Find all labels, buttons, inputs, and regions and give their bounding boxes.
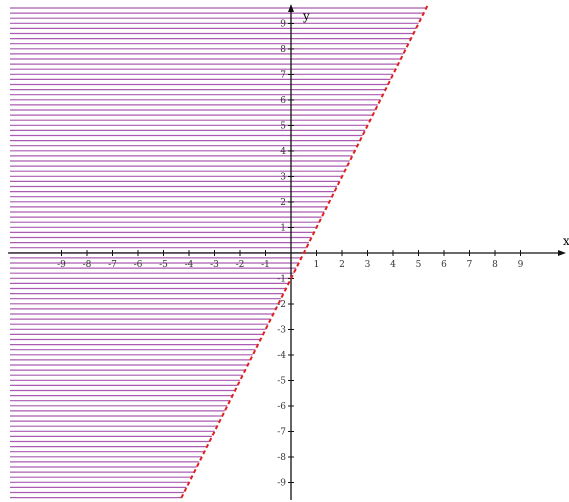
y-tick-label: -4	[277, 351, 286, 361]
x-tick-label: 6	[441, 260, 447, 270]
x-tick-label: -6	[134, 260, 143, 270]
x-tick-label: -2	[236, 260, 245, 270]
y-tick-label: 1	[280, 224, 286, 234]
axes	[8, 4, 566, 500]
y-tick-label: 2	[280, 198, 286, 208]
y-tick-label: 6	[280, 96, 286, 106]
y-tick-label: -9	[277, 479, 286, 489]
x-tick-label: 5	[416, 260, 422, 270]
x-tick-label: -7	[108, 260, 117, 270]
y-tick-label: -5	[277, 377, 286, 387]
y-axis-arrow	[288, 4, 294, 12]
y-tick-label: 9	[280, 20, 286, 30]
y-tick-label: 8	[280, 45, 286, 55]
x-tick-label: 9	[518, 260, 524, 270]
x-tick-label: -8	[83, 260, 92, 270]
y-tick-label: -1	[277, 275, 286, 285]
tick-marks	[61, 23, 521, 483]
y-tick-label: -7	[277, 428, 286, 438]
y-tick-label: -3	[277, 326, 286, 336]
y-tick-label: -8	[277, 453, 286, 463]
y-tick-label: 3	[280, 173, 286, 183]
x-tick-label: -4	[185, 260, 194, 270]
x-tick-label: -3	[210, 260, 219, 270]
boundary-line	[179, 5, 429, 501]
x-tick-label: -1	[261, 260, 270, 270]
x-tick-label: 3	[365, 260, 371, 270]
y-axis-label: y	[302, 9, 310, 23]
y-tick-label: -2	[277, 300, 286, 310]
y-tick-label: 4	[280, 147, 286, 157]
x-tick-label: 1	[314, 260, 320, 270]
x-axis-label: x	[563, 234, 569, 248]
tick-labels: -9 -8 -7 -6 -5 -4 -3 -2 -1 1 2 3 4 5 6 7 8 9 -9 -8 -7 -6 -5 -4 -…	[57, 20, 524, 489]
x-tick-label: 8	[492, 260, 498, 270]
y-tick-label: 5	[280, 122, 286, 132]
y-tick-label: 7	[280, 71, 286, 81]
x-tick-label: 7	[467, 260, 473, 270]
x-axis-arrow	[558, 250, 566, 256]
x-tick-label: -5	[159, 260, 168, 270]
x-tick-label: -9	[57, 260, 66, 270]
x-tick-label: 2	[339, 260, 345, 270]
y-tick-label: -6	[277, 402, 286, 412]
x-tick-label: 4	[390, 260, 396, 270]
shaded-region	[10, 7, 427, 499]
